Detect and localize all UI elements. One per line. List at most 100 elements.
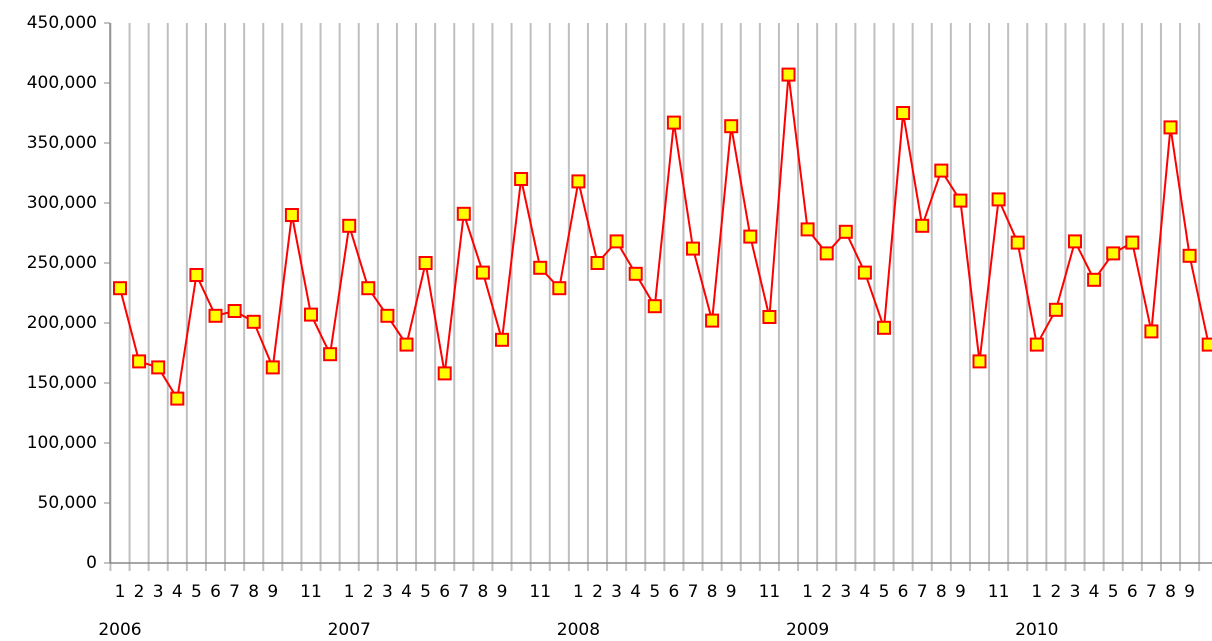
marker: [762, 310, 777, 324]
x-tick-label: 8: [477, 582, 488, 602]
x-tick-label: 4: [401, 582, 412, 602]
x-tick-label: 8: [1165, 582, 1176, 602]
marker: [552, 281, 567, 296]
x-tick-label: 9: [726, 582, 737, 602]
x-tick-label: 8: [936, 582, 947, 602]
marker: [647, 299, 662, 314]
x-tick-label: 2: [821, 582, 832, 602]
x-tick-label: 4: [172, 582, 183, 602]
y-tick-label: 250,000: [27, 253, 97, 273]
marker: [495, 332, 509, 347]
x-tick-label: 9: [267, 582, 278, 602]
year-label: 2007: [328, 620, 371, 640]
marker: [609, 234, 624, 249]
marker: [1201, 337, 1212, 352]
x-tick-label: 4: [1089, 582, 1100, 602]
x-tick-label: 6: [210, 582, 221, 602]
year-label: 2010: [1015, 620, 1058, 640]
marker: [628, 266, 643, 281]
x-tick-label: 1: [1031, 582, 1042, 602]
marker: [953, 193, 968, 208]
x-tick-label: 2: [592, 582, 603, 602]
y-tick-label: 200,000: [27, 313, 97, 333]
x-tick-label: 2: [363, 582, 374, 602]
marker: [915, 218, 930, 233]
marker: [1182, 248, 1197, 263]
marker: [991, 192, 1006, 207]
x-tick-label: 1: [573, 582, 584, 602]
x-tick-label: 2: [134, 582, 145, 602]
y-tick-label: 350,000: [27, 133, 97, 153]
marker: [533, 260, 548, 275]
x-tick-label: 3: [382, 582, 393, 602]
marker: [284, 208, 299, 222]
x-tick-label: 7: [229, 582, 240, 602]
marker: [1087, 272, 1102, 287]
y-tick-label: 100,000: [27, 433, 97, 453]
x-tick-label: 5: [649, 582, 660, 602]
x-tick-label: 3: [840, 582, 851, 602]
marker: [1010, 235, 1025, 250]
x-tick-label: 3: [153, 582, 164, 602]
x-tick-label: 8: [248, 582, 259, 602]
x-tick-label: 8: [707, 582, 718, 602]
x-tick-label: 6: [1127, 582, 1138, 602]
marker: [781, 67, 796, 82]
marker: [1163, 120, 1178, 135]
x-tick-label: 7: [458, 582, 469, 602]
series-line: [119, 74, 1210, 402]
marker: [934, 163, 949, 178]
marker: [323, 347, 338, 362]
x-tick-label: 7: [688, 582, 699, 602]
marker: [686, 241, 700, 256]
x-tick-label: 1: [115, 582, 126, 602]
marker: [1144, 324, 1159, 339]
marker: [265, 360, 280, 375]
marker: [304, 307, 318, 322]
x-tick-label: 5: [420, 582, 431, 602]
marker: [571, 174, 586, 189]
y-tick-label: 450,000: [27, 13, 97, 33]
marker: [151, 360, 166, 375]
x-tick-label: 9: [497, 582, 508, 602]
marker: [724, 119, 739, 134]
x-tick-label: 9: [1184, 582, 1195, 602]
x-tick-label: 1: [802, 582, 813, 602]
x-tick-label: 9: [955, 582, 966, 602]
marker: [227, 304, 242, 318]
marker: [170, 391, 185, 406]
marker: [437, 366, 452, 381]
marker: [666, 115, 681, 130]
marker: [819, 246, 834, 261]
year-label: 2006: [98, 620, 141, 640]
marker: [838, 224, 853, 239]
x-tick-label: 7: [1146, 582, 1157, 602]
marker: [800, 222, 815, 237]
marker: [208, 308, 223, 323]
x-tick-label: 5: [1108, 582, 1119, 602]
marker: [857, 265, 872, 280]
y-tick-label: 50,000: [38, 493, 97, 513]
x-tick-label: 5: [879, 582, 890, 602]
x-tick-label: 11: [988, 582, 1010, 602]
marker: [590, 256, 605, 270]
x-tick-label: 7: [917, 582, 928, 602]
marker: [1125, 235, 1140, 250]
marker: [361, 281, 376, 296]
marker: [246, 314, 261, 329]
marker: [1106, 246, 1121, 261]
marker: [896, 106, 911, 120]
marker: [1048, 302, 1063, 317]
marker: [705, 313, 720, 328]
marker: [1068, 234, 1082, 249]
x-tick-label: 6: [898, 582, 909, 602]
marker: [972, 354, 987, 369]
x-tick-label: 6: [668, 582, 679, 602]
x-tick-label: 11: [529, 582, 551, 602]
marker: [189, 268, 204, 282]
y-tick-label: 400,000: [27, 73, 97, 93]
x-tick-label: 2: [1050, 582, 1061, 602]
x-tick-label: 6: [439, 582, 450, 602]
year-label: 2009: [786, 620, 829, 640]
